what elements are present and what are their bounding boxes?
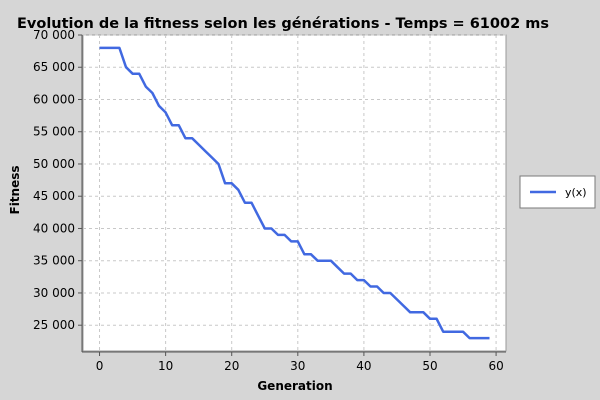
- y-axis-label: Fitness: [8, 165, 22, 214]
- x-tick-label: 20: [224, 359, 239, 373]
- x-tick-label: 30: [290, 359, 305, 373]
- series-line: [99, 46, 490, 340]
- tick-labels: 0 10 20 30 40 50 60 25 000 30 000 35 000 40 000 45 …: [33, 28, 504, 373]
- x-axis-label: Generation: [257, 379, 332, 393]
- y-tick-label: 45 000: [33, 189, 75, 203]
- legend: y(x): [519, 175, 596, 209]
- legend-entry-label: y(x): [565, 186, 587, 199]
- x-tick-label: 10: [158, 359, 173, 373]
- x-tick-label: 0: [96, 359, 104, 373]
- y-tick-label: 25 000: [33, 318, 75, 332]
- y-tick-label: 55 000: [33, 125, 75, 139]
- axes: [78, 34, 506, 356]
- y-tick-label: 30 000: [33, 286, 75, 300]
- series-layer: [99, 46, 490, 340]
- y-tick-label: 60 000: [33, 92, 75, 106]
- y-tick-label: 40 000: [33, 221, 75, 235]
- y-tick-label: 50 000: [33, 157, 75, 171]
- x-tick-label: 40: [356, 359, 371, 373]
- chart-title: Evolution de la fitness selon les généra…: [17, 16, 549, 32]
- y-tick-label: 35 000: [33, 254, 75, 268]
- x-tick-label: 60: [488, 359, 503, 373]
- y-tick-label: 65 000: [33, 60, 75, 74]
- grid-lines: [83, 34, 506, 351]
- plot-area: [82, 34, 507, 352]
- x-tick-label: 50: [422, 359, 437, 373]
- y-tick-label: 70 000: [33, 28, 75, 42]
